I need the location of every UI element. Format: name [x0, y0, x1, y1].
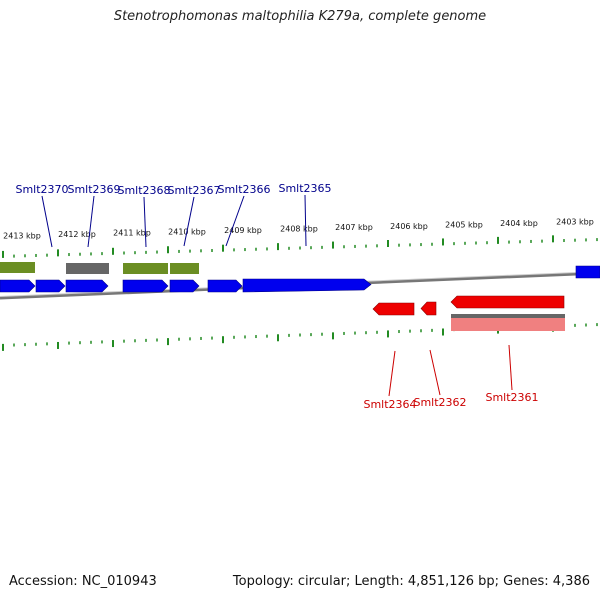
gene-arrow-plus[interactable] — [0, 279, 36, 293]
scale-label: 2407 kbp — [335, 223, 373, 232]
scale-ticks-outer — [2, 235, 598, 258]
scale-label: 2411 kbp — [113, 229, 151, 238]
rna-track-plus — [0, 262, 199, 274]
rna-feature[interactable] — [123, 263, 168, 274]
gene-label-leaders — [41, 194, 513, 397]
scale-label: 2413 kbp — [3, 231, 41, 240]
gene-label[interactable]: Smlt2366 — [217, 183, 270, 196]
rna-track-minus — [451, 314, 565, 331]
gene-label[interactable]: Smlt2362 — [413, 396, 466, 409]
rna-feature[interactable] — [0, 262, 35, 273]
gene-label[interactable]: Smlt2368 — [117, 184, 170, 197]
gene-arrow-minus[interactable] — [450, 295, 565, 309]
gene-arrow-plus[interactable] — [65, 279, 109, 293]
scale-label: 2404 kbp — [500, 219, 538, 228]
pseudogene-feature[interactable] — [66, 263, 109, 274]
scale-labels: 2413 kbp 2412 kbp 2411 kbp 2410 kbp 2409 kbp… — [3, 218, 594, 241]
scale-label: 2405 kbp — [445, 220, 483, 229]
scale-label: 2406 kbp — [390, 222, 428, 231]
gene-label[interactable]: Smlt2369 — [67, 183, 120, 196]
scale-label: 2412 kbp — [58, 230, 96, 239]
gene-arrow-plus[interactable] — [122, 279, 169, 293]
gene-label[interactable]: Smlt2370 — [15, 183, 68, 196]
map-title: Stenotrophomonas maltophilia K279a, comp… — [113, 9, 487, 24]
scale-label: 2409 kbp — [224, 226, 262, 235]
scale-label: 2403 kbp — [556, 218, 594, 227]
gene-label[interactable]: Smlt2365 — [278, 182, 331, 195]
gene-labels-plus: Smlt2370 Smlt2369 Smlt2368 Smlt2367 Smlt… — [15, 182, 331, 197]
gene-labels-minus: Smlt2364 Smlt2362 Smlt2361 — [363, 391, 538, 411]
cds-track-plus — [0, 265, 600, 293]
gene-arrow-minus[interactable] — [372, 302, 415, 316]
gene-arrow-plus[interactable] — [35, 279, 66, 293]
rna-feature[interactable] — [170, 263, 199, 274]
rna-feature-minus[interactable] — [451, 318, 565, 331]
gene-label[interactable]: Smlt2361 — [485, 391, 538, 404]
gene-arrow-plus[interactable] — [575, 265, 600, 279]
gene-label[interactable]: Smlt2367 — [167, 184, 220, 197]
gene-arrow-minus[interactable] — [420, 301, 437, 316]
pseudogene-feature[interactable] — [451, 314, 565, 318]
gene-arrow-plus[interactable] — [169, 279, 200, 293]
gene-label[interactable]: Smlt2364 — [363, 398, 416, 411]
genome-summary: Topology: circular; Length: 4,851,126 bp… — [232, 574, 590, 589]
accession-label: Accession: NC_010943 — [9, 574, 157, 589]
gene-arrow-plus[interactable] — [242, 278, 372, 293]
gene-arrow-plus[interactable] — [207, 279, 243, 293]
cds-track-minus — [372, 295, 565, 316]
scale-label: 2408 kbp — [280, 225, 318, 234]
